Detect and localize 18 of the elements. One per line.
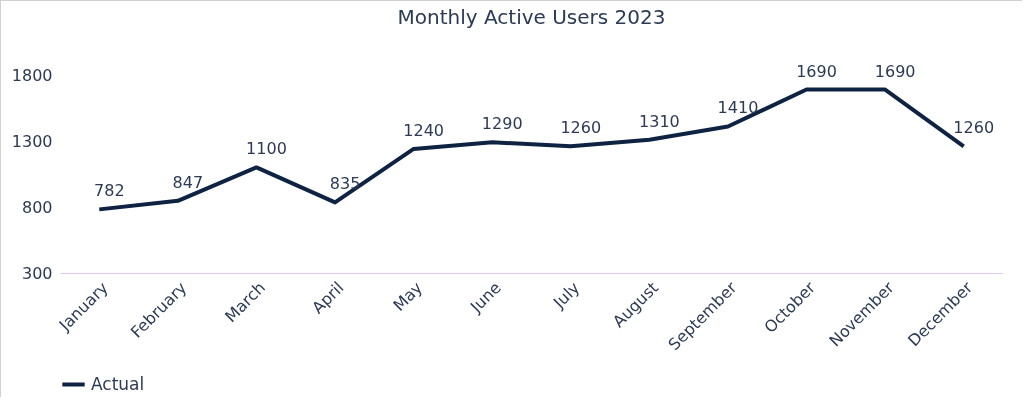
y-tick-label: 1800 xyxy=(11,65,53,85)
data-label: 1290 xyxy=(481,114,523,134)
y-tick-label: 800 xyxy=(21,197,53,217)
legend-label: Actual xyxy=(91,373,145,394)
data-label: 1410 xyxy=(717,98,759,118)
data-label: 1260 xyxy=(953,118,995,138)
data-label: 847 xyxy=(172,172,204,192)
data-label: 1690 xyxy=(874,61,916,81)
chart-title: Monthly Active Users 2023 xyxy=(397,4,666,29)
data-label: 1260 xyxy=(560,118,602,138)
data-label: 1240 xyxy=(403,120,444,140)
data-label: 1690 xyxy=(796,61,837,81)
data-label: 1310 xyxy=(639,111,680,131)
data-label: 782 xyxy=(94,181,125,201)
y-tick-label: 300 xyxy=(21,263,53,283)
y-tick-label: 1300 xyxy=(11,131,53,151)
data-label: 835 xyxy=(329,174,361,194)
data-label: 1100 xyxy=(246,139,287,159)
